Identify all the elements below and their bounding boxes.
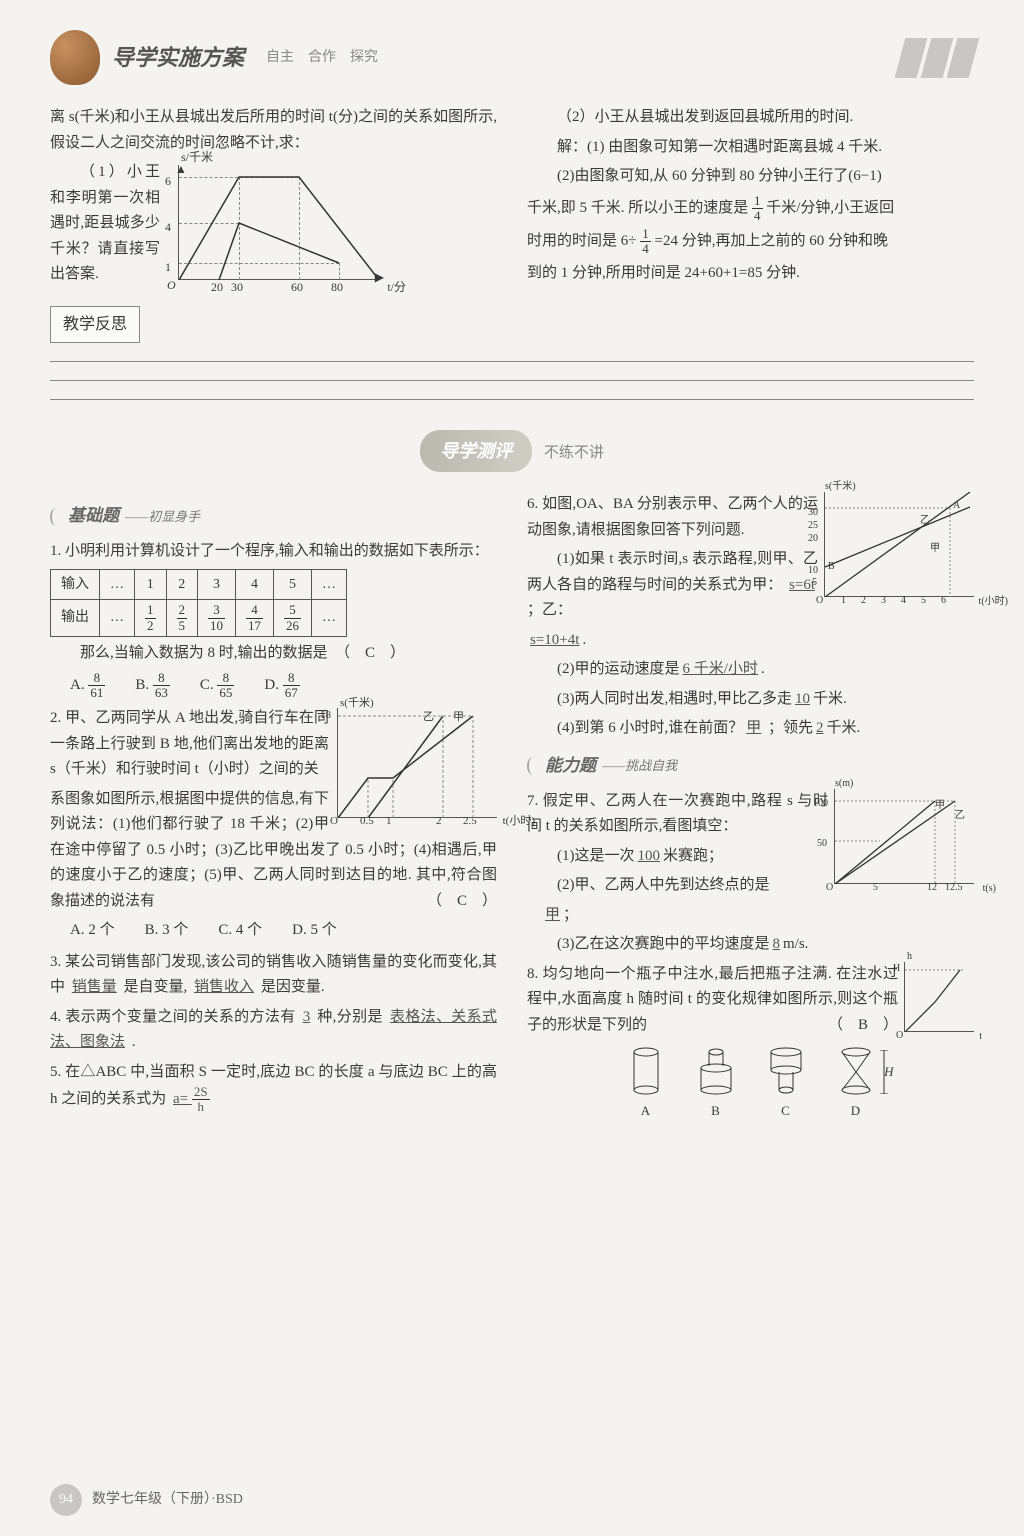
q2-options: A. 2 个B. 3 个 C. 4 个D. 5 个 [70, 918, 497, 944]
q6-p2: (2)甲的运动速度是6 千米/小时. [527, 657, 974, 683]
page-number: 94 [50, 1484, 82, 1516]
q7-p2b: 甲； [542, 903, 974, 929]
top-q2: （2）小王从县城出发到返回县城所用的时间. [527, 105, 974, 131]
header-subtitle: 自主 合作 探究 [266, 46, 378, 70]
q1-options: A. 861 B. 863 C. 865 D. 867 [70, 671, 497, 701]
bottle-c: C [766, 1046, 806, 1122]
footer-text: 数学七年级（下册）·BSD [92, 1488, 243, 1512]
top-chart: ▲ ▶ s/千米 t/分 O 1 4 6 20 30 60 80 [178, 165, 378, 280]
table-row: 输入… 12345 … [51, 569, 347, 600]
logo-icon [50, 30, 100, 85]
q1-table: 输入… 12345 … 输出… 12 25 310 417 526 … [50, 569, 347, 637]
eval-body: 基础题 ——初显身手 1. 小明利用计算机设计了一个程序,输入和输出的数据如下表… [50, 492, 974, 1130]
top-sol2a: (2)由图象可知,从 60 分钟到 80 分钟小王行了(6−1) [527, 164, 974, 190]
q1-tail: 那么,当输入数据为 8 时,输出的数据是 （ C ） [50, 641, 497, 667]
q3: 3. 某公司销售部门发现,该公司的销售收入随销售量的变化而变化,其中 销售量 是… [50, 950, 497, 1001]
eval-sub: 不练不讲 [544, 445, 604, 461]
eval-banner: 导学测评 不练不讲 [50, 430, 974, 473]
header-decor [900, 38, 974, 78]
bottle-d: D H [836, 1046, 876, 1122]
q6-p1b: s=10+4t. [527, 628, 974, 654]
origin-label: O [167, 275, 176, 295]
ytick: 1 [165, 257, 171, 277]
xlabel: t/分 [387, 277, 406, 297]
q6-chart: s(千米) t(小时) O 5 10 20 25 30 1 2 3 4 5 6 … [824, 492, 974, 597]
header-title: 导学实施方案 [112, 39, 244, 76]
reflect-lines [50, 361, 974, 400]
top-sol1: 解：(1) 由图象可知第一次相遇时距离县城 4 千米. [527, 135, 974, 161]
q4: 4. 表示两个变量之间的关系的方法有 3 种,分别是 表格法、关系式法、图象法 … [50, 1005, 497, 1056]
top-sol2b: 千米,即 5 千米. 所以小王的速度是 14 千米/分钟,小王返回 [527, 194, 974, 224]
top-intro: 离 s(千米)和小王从县城出发后所用的时间 t(分)之间的关系如图所示,假设二人… [50, 105, 497, 156]
q2-chart: s(千米) t(小时) 18 O 0.5 1 2 2.5 乙 甲 [337, 708, 497, 818]
q5: 5. 在△ABC 中,当面积 S 一定时,底边 BC 的长度 a 与底边 BC … [50, 1060, 497, 1115]
q8-bottles: A B C D H [527, 1046, 974, 1122]
bottle-b: B [696, 1046, 736, 1122]
reflect-heading: 教学反思 [50, 306, 140, 343]
top-sol2f: 到的 1 分钟,所用时间是 24+60+1=85 分钟. [527, 261, 974, 287]
page-header: 导学实施方案 自主 合作 探究 [50, 30, 974, 85]
ytick: 4 [165, 217, 171, 237]
top-sol2d: 时用的时间是 6÷ 14 =24 分钟,再加上之前的 60 分钟和晚 [527, 227, 974, 257]
basic-heading: 基础题 ——初显身手 [50, 502, 497, 531]
bottle-a: A [626, 1046, 666, 1122]
top-problem: 离 s(千米)和小王从县城出发后所用的时间 t(分)之间的关系如图所示,假设二人… [50, 105, 974, 292]
q7-chart: s(m) t(s) O 100 50 5 12 12.5 甲 乙 [834, 789, 974, 884]
eval-title: 导学测评 [420, 430, 532, 473]
q6-p3: (3)两人同时出发,相遇时,甲比乙多走10千米. [527, 687, 974, 713]
q6-p4: (4)到第 6 小时时,谁在前面？甲 ；领先2千米. [527, 716, 974, 742]
page-footer: 94 数学七年级（下册）·BSD [50, 1484, 243, 1516]
top-q1: （1）小王和李明第一次相遇时,距县城多少千米？请直接写出答案. [50, 160, 160, 288]
ytick: 6 [165, 171, 171, 191]
ability-heading: 能力题 ——挑战自我 [527, 752, 974, 781]
q1-text: 1. 小明利用计算机设计了一个程序,输入和输出的数据如下表所示： [50, 539, 497, 565]
q8-chart: h t H O [904, 962, 974, 1032]
table-row: 输出… 12 25 310 417 526 … [51, 600, 347, 637]
